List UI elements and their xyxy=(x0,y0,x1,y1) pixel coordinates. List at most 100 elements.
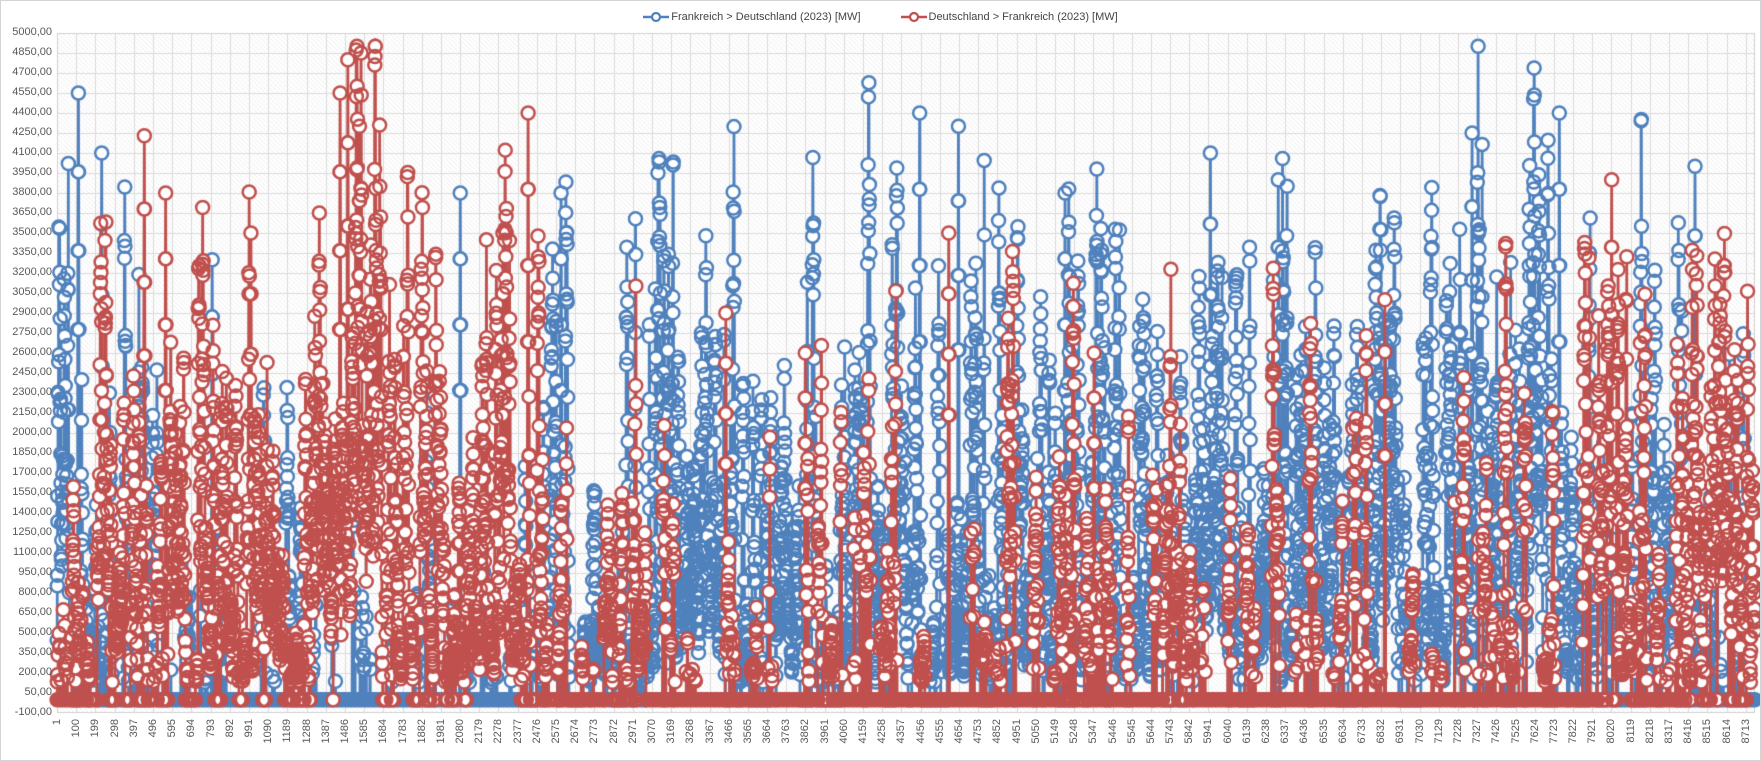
y-tick-label: 4100,00 xyxy=(12,146,52,158)
x-tick-label: 1 xyxy=(51,719,64,726)
x-tick-label: 1189 xyxy=(281,719,294,743)
x-tick-label: 6040 xyxy=(1221,719,1234,744)
x-tick-label: 7129 xyxy=(1432,719,1445,744)
x-tick-label: 1684 xyxy=(377,719,390,744)
x-tick-label: 8119 xyxy=(1624,719,1637,743)
y-tick-label: 3950,00 xyxy=(12,166,52,178)
x-tick-label: 3367 xyxy=(703,719,716,744)
x-tick-label: 4654 xyxy=(953,719,965,744)
y-tick-label: 2450,00 xyxy=(12,366,52,378)
x-tick-label: 694 xyxy=(185,719,198,738)
x-tick-label: 6634 xyxy=(1336,719,1349,744)
legend-label-deutschland-frankreich: Deutschland > Frankreich (2023) [MW] xyxy=(928,11,1118,23)
x-tick-label: 2377 xyxy=(511,719,524,744)
x-tick-label: 1783 xyxy=(396,719,409,744)
x-tick-label: 4060 xyxy=(837,719,850,744)
y-tick-label: 3200,00 xyxy=(12,266,52,278)
x-tick-label: 2773 xyxy=(588,719,601,744)
x-tick-label: 1981 xyxy=(434,719,447,744)
x-tick-label: 5644 xyxy=(1144,719,1157,744)
y-tick-label: 4700,00 xyxy=(12,66,52,78)
x-tick-label: 7030 xyxy=(1413,719,1426,744)
x-tick-label: 6238 xyxy=(1260,719,1273,744)
x-tick-label: 4258 xyxy=(876,719,889,744)
x-tick-label: 5149 xyxy=(1048,719,1061,744)
x-tick-label: 8416 xyxy=(1682,719,1695,744)
x-tick-label: 1090 xyxy=(262,719,275,744)
x-tick-label: 2971 xyxy=(626,719,639,744)
x-tick-label: 5446 xyxy=(1106,719,1119,744)
x-tick-label: 2674 xyxy=(569,719,582,744)
x-tick-label: 1387 xyxy=(319,719,332,744)
x-tick-label: 4357 xyxy=(895,719,908,744)
x-tick-label: 3664 xyxy=(761,719,774,744)
y-tick-label: 1100,00 xyxy=(13,546,52,558)
x-tick-label: 8317 xyxy=(1663,719,1676,744)
x-tick-label: 6733 xyxy=(1355,719,1368,744)
x-tick-label: 4159 xyxy=(857,719,870,744)
x-tick-label: 2080 xyxy=(454,719,467,744)
x-tick-label: 793 xyxy=(204,719,217,738)
y-tick-label: 2600,00 xyxy=(12,346,52,358)
x-tick-label: 5248 xyxy=(1068,719,1081,744)
x-tick-label: 496 xyxy=(147,719,160,738)
x-tick-label: 2476 xyxy=(530,719,543,744)
x-tick-label: 3070 xyxy=(645,719,658,744)
x-tick-label: 3961 xyxy=(818,719,831,744)
x-tick-label: 1882 xyxy=(415,719,428,744)
x-tick-label: 7525 xyxy=(1509,719,1522,744)
x-tick-label: 6436 xyxy=(1298,719,1311,744)
x-tick-label: 3565 xyxy=(741,719,754,744)
y-tick-label: 2000,00 xyxy=(12,426,52,438)
x-tick-label: 3763 xyxy=(780,719,793,744)
x-tick-label: 2872 xyxy=(607,719,620,744)
x-tick-label: 6832 xyxy=(1375,719,1388,744)
x-tick-label: 7723 xyxy=(1547,719,1560,744)
x-tick-label: 8020 xyxy=(1605,719,1618,744)
x-tick-label: 7822 xyxy=(1567,719,1580,744)
x-tick-label: 2575 xyxy=(550,719,563,744)
x-tick-label: 991 xyxy=(242,719,255,738)
y-tick-label: 50,00 xyxy=(24,686,52,698)
x-tick-label: 5545 xyxy=(1125,719,1138,744)
x-tick-label: 3466 xyxy=(722,719,735,744)
x-tick-label: 6139 xyxy=(1240,719,1253,744)
x-tick-label: 7228 xyxy=(1451,719,1464,744)
x-tick-label: 1288 xyxy=(300,719,313,744)
x-tick-label: 3862 xyxy=(799,719,812,744)
y-tick-label: 1250,00 xyxy=(12,526,52,538)
x-tick-label: 4852 xyxy=(991,719,1004,744)
y-tick-label: 4550,00 xyxy=(12,86,52,98)
y-tick-label: 3800,00 xyxy=(12,186,52,198)
x-tick-label: 5347 xyxy=(1087,719,1100,744)
x-tick-label: 4951 xyxy=(1010,719,1023,744)
x-tick-label: 6535 xyxy=(1317,719,1330,744)
x-tick-label: 595 xyxy=(166,719,179,738)
y-tick-label: 2900,00 xyxy=(12,306,52,318)
x-tick-label: 298 xyxy=(108,719,121,738)
y-tick-label: 3350,00 xyxy=(12,246,52,258)
y-tick-label: 1400,00 xyxy=(12,506,52,518)
x-tick-label: 5050 xyxy=(1029,719,1042,744)
x-tick-label: 1486 xyxy=(338,719,351,744)
x-tick-label: 4555 xyxy=(933,719,946,744)
y-tick-label: 1850,00 xyxy=(12,446,52,458)
x-tick-label: 7921 xyxy=(1586,719,1599,744)
x-tick-label: 2278 xyxy=(492,719,505,744)
y-tick-label: 950,00 xyxy=(18,566,52,578)
x-tick-label: 8515 xyxy=(1701,719,1714,744)
y-tick-label: 350,00 xyxy=(18,646,52,658)
legend-line-circle-icon-red xyxy=(900,11,927,23)
legend-label-frankreich-deutschland: Frankreich > Deutschland (2023) [MW] xyxy=(671,11,861,23)
x-tick-label: 3169 xyxy=(665,719,678,744)
x-tick-label: 7426 xyxy=(1490,719,1503,744)
x-tick-label: 7624 xyxy=(1528,719,1541,744)
y-tick-label: 4400,00 xyxy=(12,106,52,118)
x-tick-label: 6931 xyxy=(1394,719,1407,744)
x-tick-label: 6337 xyxy=(1279,719,1292,744)
legend-item-deutschland-frankreich[interactable]: Deutschland > Frankreich (2023) [MW] xyxy=(900,11,1118,23)
y-tick-label: 1550,00 xyxy=(12,486,52,498)
legend-item-frankreich-deutschland[interactable]: Frankreich > Deutschland (2023) [MW] xyxy=(643,11,861,23)
